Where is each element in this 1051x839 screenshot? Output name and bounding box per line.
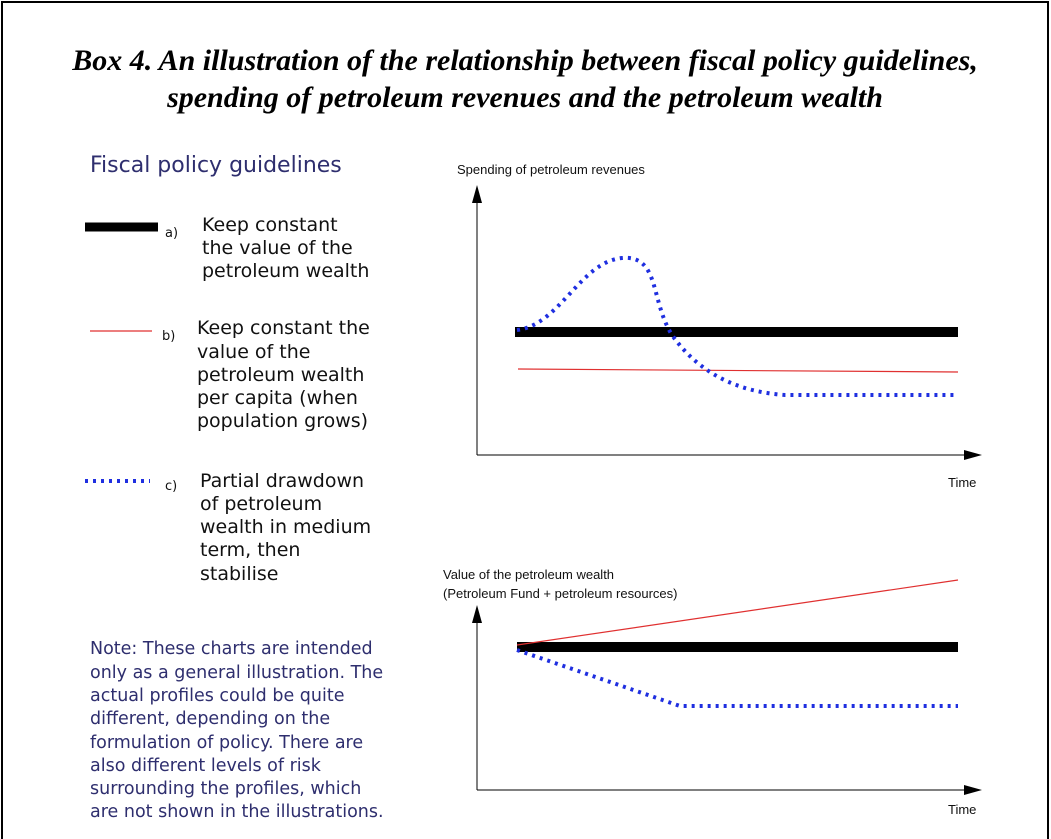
legend-text: population grows) (197, 410, 368, 432)
line-c (516, 255, 958, 397)
note-line: surrounding the profiles, which (90, 779, 361, 799)
y-axis-label: (Petroleum Fund + petroleum resources) (443, 586, 677, 601)
legend-text: petroleum wealth (202, 260, 369, 282)
note-line: formulation of policy. There are (90, 733, 363, 753)
note-line: are not shown in the illustrations. (90, 802, 384, 822)
line-c (516, 648, 958, 708)
legend-marker: c) (165, 479, 177, 494)
legend-text: petroleum wealth (197, 364, 364, 386)
note-line: only as a general illustration. The (90, 663, 383, 683)
x-axis-label: Time (948, 802, 976, 817)
legend-text: the value of the (202, 237, 353, 259)
legend-text: stabilise (200, 563, 278, 585)
x-axis-label: Time (948, 475, 976, 490)
legend-text: term, then (200, 539, 300, 561)
arrow (964, 785, 982, 795)
title-line: Box 4. An illustration of the relationsh… (71, 44, 978, 77)
legend-text: per capita (when (197, 387, 358, 409)
line-b (516, 579, 959, 646)
note-line: also different levels of risk (90, 756, 322, 776)
legend-marker: b) (162, 329, 175, 344)
note-line: Note: These charts are intended (90, 639, 373, 659)
y-axis-label: Spending of petroleum revenues (457, 162, 645, 177)
arrow (472, 605, 482, 623)
legend-text: Keep constant (202, 214, 338, 236)
arrow (964, 450, 982, 460)
arrow (472, 185, 482, 203)
legend-marker: a) (165, 226, 178, 241)
line-b (517, 368, 959, 373)
y-axis-label: Value of the petroleum wealth (443, 567, 614, 582)
title-line: spending of petroleum revenues and the p… (166, 81, 883, 114)
note-line: actual profiles could be quite (90, 686, 345, 706)
legend-text: Keep constant the (197, 317, 370, 339)
note: Note: These charts are intended only as … (90, 639, 384, 822)
legend-text: value of the (197, 341, 310, 363)
legend-text: wealth in medium (200, 516, 371, 538)
legend-text: Partial drawdown (200, 470, 364, 492)
legend-text: of petroleum (200, 493, 322, 515)
legend-heading: Fiscal policy guidelines (90, 153, 342, 178)
note-line: different, depending on the (90, 709, 330, 729)
